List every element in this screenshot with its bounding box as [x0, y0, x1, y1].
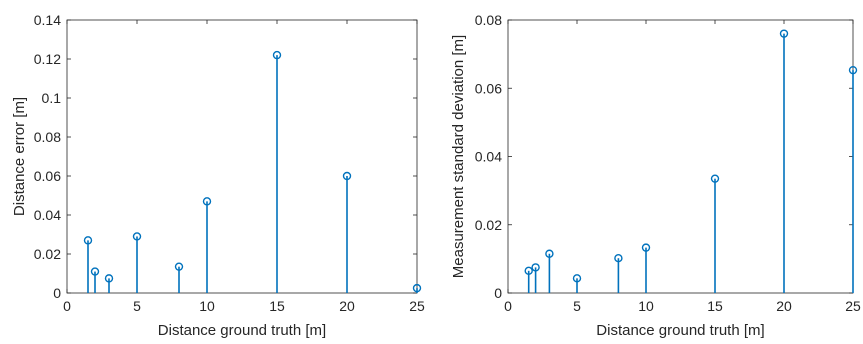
stem-marker [132, 232, 142, 241]
stem-marker [524, 266, 533, 276]
stem-marker [174, 262, 184, 271]
x-tick-label: 20 [339, 298, 355, 314]
stem-marker [342, 171, 352, 181]
x-tick-label: 0 [63, 298, 71, 314]
stem-marker [412, 283, 422, 293]
x-tick-label: 0 [504, 298, 512, 314]
x-axis-label: Distance ground truth [m] [596, 322, 764, 339]
y-tick-label: 0 [53, 285, 61, 301]
y-tick-label: 0.08 [34, 129, 61, 145]
y-tick-label: 0.12 [34, 51, 61, 67]
stem-marker [572, 274, 582, 283]
stem-marker [779, 29, 789, 38]
stem-marker [531, 263, 540, 272]
distance-error-chart: 0 5 10 15 20 25 0 0.02 0.04 0.06 0.08 0.1 0.12 0.14 Di… [11, 12, 425, 339]
x-tick-label: 10 [199, 298, 215, 314]
stem-marker [848, 65, 858, 75]
y-tick-label: 0.04 [475, 149, 502, 165]
stem-marker [83, 236, 93, 245]
y-tick-label: 0.02 [475, 217, 502, 233]
y-tick-label: 0.02 [34, 246, 61, 262]
stem-marker [545, 249, 554, 258]
stem-marker [641, 243, 651, 252]
axes-box [66, 19, 418, 294]
stem-marker [710, 174, 720, 183]
x-tick-label: 5 [573, 298, 581, 314]
x-tick-label: 20 [776, 298, 792, 314]
stem-marker [202, 197, 212, 206]
y-tick-label: 0.1 [42, 90, 62, 106]
x-tick-label: 10 [638, 298, 654, 314]
y-tick-label: 0.06 [34, 168, 61, 184]
stem-marker [104, 274, 114, 283]
y-tick-label: 0.04 [34, 207, 61, 223]
stem-marker [614, 253, 623, 263]
y-axis-label: Measurement standard deviation [m] [450, 35, 467, 278]
std-deviation-chart: 0 5 10 15 20 25 0 0.02 0.04 0.06 0.08 Distance grou… [450, 12, 861, 339]
y-axis-label: Distance error [m] [11, 97, 28, 216]
y-tick-label: 0.08 [475, 12, 502, 28]
y-tick-label: 0.14 [34, 12, 61, 28]
x-tick-label: 25 [845, 298, 861, 314]
axes-box [507, 19, 854, 294]
stem-marker [272, 50, 282, 60]
x-tick-label: 15 [269, 298, 285, 314]
x-axis-label: Distance ground truth [m] [158, 322, 326, 339]
y-tick-label: 0 [494, 285, 502, 301]
y-tick-label: 0.06 [475, 80, 502, 96]
x-tick-label: 15 [707, 298, 723, 314]
x-tick-label: 5 [133, 298, 141, 314]
stem-marker [90, 267, 100, 276]
x-tick-label: 25 [409, 298, 425, 314]
